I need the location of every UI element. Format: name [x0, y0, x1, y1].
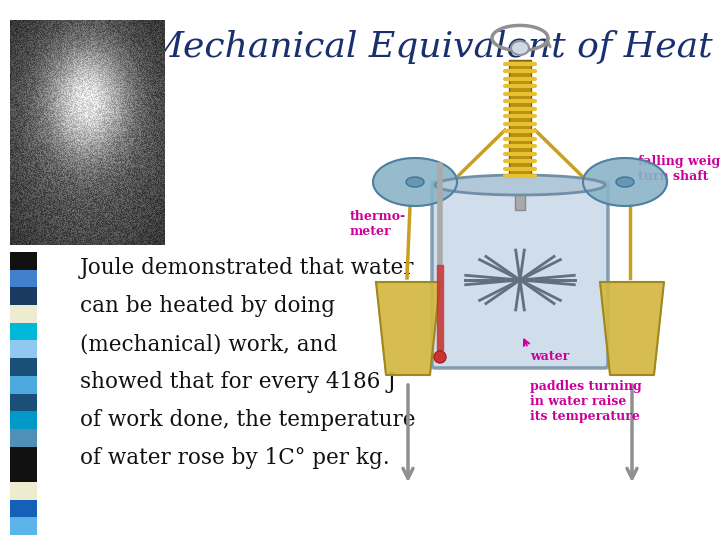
- Polygon shape: [376, 282, 440, 375]
- Text: Mechanical Equivalent of Heat: Mechanical Equivalent of Heat: [147, 30, 714, 64]
- Text: of water rose by 1C° per kg.: of water rose by 1C° per kg.: [80, 447, 390, 469]
- Polygon shape: [600, 282, 664, 375]
- Bar: [10, 287, 37, 305]
- Polygon shape: [583, 158, 667, 206]
- Text: water: water: [530, 350, 570, 363]
- Bar: [10, 500, 37, 517]
- Bar: [509, 60, 531, 180]
- Text: can be heated by doing: can be heated by doing: [80, 295, 335, 317]
- Bar: [10, 464, 37, 482]
- Ellipse shape: [406, 177, 424, 187]
- FancyBboxPatch shape: [432, 182, 608, 368]
- Bar: [10, 358, 37, 376]
- Text: falling weights
turn shaft: falling weights turn shaft: [638, 155, 720, 183]
- Text: paddles turning
in water raise
its temperature: paddles turning in water raise its tempe…: [530, 380, 642, 423]
- Bar: [10, 340, 37, 358]
- Bar: [10, 394, 37, 411]
- Bar: [10, 447, 37, 464]
- Bar: [10, 269, 37, 287]
- Ellipse shape: [616, 177, 634, 187]
- Bar: [515, 180, 525, 210]
- Bar: [10, 517, 37, 535]
- Polygon shape: [373, 158, 457, 206]
- Text: thermo-
meter: thermo- meter: [350, 210, 406, 238]
- Text: (mechanical) work, and: (mechanical) work, and: [80, 333, 337, 355]
- Text: showed that for every 4186 J: showed that for every 4186 J: [80, 371, 396, 393]
- Bar: [10, 482, 37, 500]
- Bar: [10, 376, 37, 394]
- Ellipse shape: [511, 41, 529, 55]
- Bar: [10, 411, 37, 429]
- Text: Joule demonstrated that water: Joule demonstrated that water: [80, 257, 415, 279]
- Bar: [10, 323, 37, 340]
- Bar: [10, 305, 37, 323]
- Circle shape: [434, 351, 446, 363]
- Ellipse shape: [435, 175, 605, 195]
- Text: of work done, the temperature: of work done, the temperature: [80, 409, 415, 431]
- Bar: [10, 429, 37, 447]
- Bar: [10, 252, 37, 269]
